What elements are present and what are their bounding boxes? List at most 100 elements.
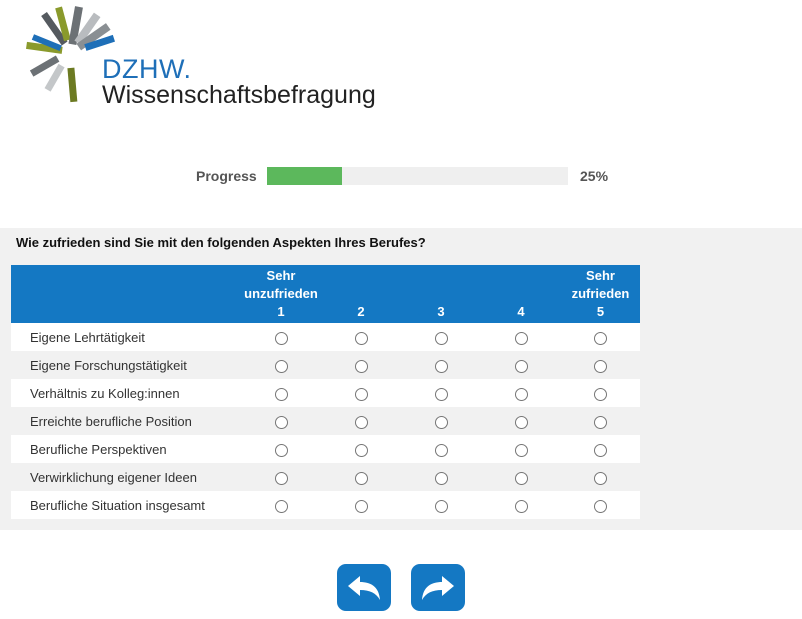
radio-option-4[interactable] <box>514 387 528 401</box>
radio-option-2[interactable] <box>354 471 368 485</box>
radio-option-4[interactable] <box>514 471 528 485</box>
scale-header-mid: zufrieden <box>571 286 630 301</box>
satisfaction-matrix: Sehr unzufrieden 1 2 3 4 Sehr zufrieden 5 Eigene… <box>11 265 640 519</box>
radio-option-1[interactable] <box>274 387 288 401</box>
radio-option-3[interactable] <box>434 359 448 373</box>
radio-option-5[interactable] <box>594 471 607 485</box>
radio-option-4[interactable] <box>514 443 528 457</box>
table-row: Verwirklichung eigener Ideen <box>11 463 640 491</box>
radio-option-5[interactable] <box>594 443 607 457</box>
radio-option-3[interactable] <box>434 443 448 457</box>
radio-option-1[interactable] <box>274 331 288 345</box>
radio-cell <box>241 463 321 491</box>
radio-cell <box>481 407 561 435</box>
progress-label: Progress <box>196 168 257 184</box>
radio-cell <box>401 407 481 435</box>
radio-option-2[interactable] <box>354 443 368 457</box>
radio-option-5[interactable] <box>594 499 607 513</box>
radio-option-1[interactable] <box>274 415 288 429</box>
scale-header-3: 3 <box>401 265 481 323</box>
scale-header-1: Sehr unzufrieden 1 <box>241 265 321 323</box>
scale-header-num: 3 <box>437 304 445 319</box>
radio-cell <box>241 351 321 379</box>
radio-option-1[interactable] <box>274 359 288 373</box>
progress-bar <box>267 167 568 185</box>
radio-cell <box>561 323 640 351</box>
radio-cell <box>561 379 640 407</box>
radio-option-5[interactable] <box>594 415 607 429</box>
radio-cell <box>561 351 640 379</box>
radio-cell <box>321 435 401 463</box>
radio-cell <box>321 407 401 435</box>
dzhw-logo-mark-icon <box>26 6 115 103</box>
radio-cell <box>561 491 640 519</box>
row-label: Verhältnis zu Kolleg:innen <box>11 379 241 407</box>
scale-header-4: 4 <box>481 265 561 323</box>
radio-option-3[interactable] <box>434 331 448 345</box>
row-label: Erreichte berufliche Position <box>11 407 241 435</box>
table-row: Eigene Lehrtätigkeit <box>11 323 640 351</box>
radio-cell <box>481 351 561 379</box>
radio-cell <box>401 351 481 379</box>
radio-option-1[interactable] <box>274 471 288 485</box>
radio-option-3[interactable] <box>434 499 448 513</box>
radio-option-5[interactable] <box>594 387 607 401</box>
radio-cell <box>241 435 321 463</box>
radio-cell <box>481 435 561 463</box>
brand-subtitle: Wissenschaftsbefragung <box>102 81 376 109</box>
radio-cell <box>321 323 401 351</box>
radio-cell <box>241 491 321 519</box>
scale-header-top: Sehr <box>586 268 615 283</box>
scale-header-5: Sehr zufrieden 5 <box>561 265 640 323</box>
radio-option-3[interactable] <box>434 387 448 401</box>
scale-header-top: Sehr <box>266 268 296 283</box>
radio-option-4[interactable] <box>514 415 528 429</box>
scale-header-num: 1 <box>277 304 285 319</box>
scale-header-mid: unzufrieden <box>244 286 318 301</box>
row-label: Eigene Forschungstätigkeit <box>11 351 241 379</box>
radio-option-2[interactable] <box>354 387 368 401</box>
radio-option-3[interactable] <box>434 415 448 429</box>
radio-option-5[interactable] <box>594 359 607 373</box>
scale-header-num: 5 <box>596 304 605 319</box>
radio-cell <box>481 379 561 407</box>
radio-cell <box>561 435 640 463</box>
radio-cell <box>481 463 561 491</box>
radio-option-5[interactable] <box>594 331 607 345</box>
scale-header-2: 2 <box>321 265 401 323</box>
radio-cell <box>401 491 481 519</box>
radio-option-2[interactable] <box>354 415 368 429</box>
radio-cell <box>481 491 561 519</box>
matrix-header: Sehr unzufrieden 1 2 3 4 Sehr zufrieden 5 <box>11 265 640 323</box>
radio-option-2[interactable] <box>354 499 368 513</box>
radio-option-4[interactable] <box>514 499 528 513</box>
radio-cell <box>241 407 321 435</box>
table-row: Erreichte berufliche Position <box>11 407 640 435</box>
radio-cell <box>241 323 321 351</box>
progress-percent: 25% <box>580 168 609 184</box>
radio-cell <box>561 463 640 491</box>
radio-option-1[interactable] <box>274 443 288 457</box>
row-label: Verwirklichung eigener Ideen <box>11 463 241 491</box>
radio-option-2[interactable] <box>354 359 368 373</box>
question-panel: Wie zufrieden sind Sie mit den folgenden… <box>0 228 802 530</box>
radio-cell <box>561 407 640 435</box>
scale-header-num: 2 <box>357 304 365 319</box>
row-label: Berufliche Situation insgesamt <box>11 491 241 519</box>
back-button[interactable] <box>337 564 391 611</box>
radio-option-3[interactable] <box>434 471 448 485</box>
radio-cell <box>401 435 481 463</box>
question-text: Wie zufrieden sind Sie mit den folgenden… <box>16 235 426 250</box>
undo-arrow-icon <box>348 575 380 600</box>
radio-cell <box>401 379 481 407</box>
row-label: Berufliche Perspektiven <box>11 435 241 463</box>
radio-option-4[interactable] <box>514 359 528 373</box>
radio-option-1[interactable] <box>274 499 288 513</box>
radio-cell <box>241 379 321 407</box>
table-row: Berufliche Situation insgesamt <box>11 491 640 519</box>
radio-option-4[interactable] <box>514 331 528 345</box>
radio-option-2[interactable] <box>354 331 368 345</box>
radio-cell <box>481 323 561 351</box>
next-button[interactable] <box>411 564 465 611</box>
table-row: Eigene Forschungstätigkeit <box>11 351 640 379</box>
